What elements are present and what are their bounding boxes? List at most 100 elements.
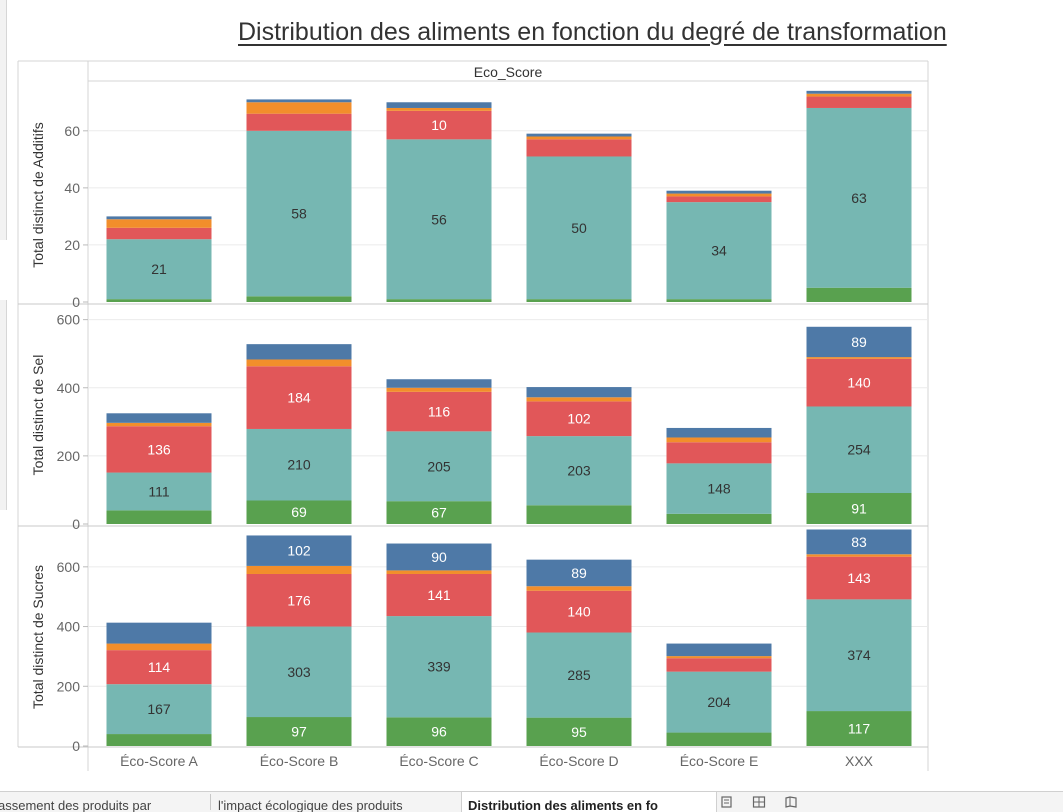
bar-segment-green bbox=[666, 513, 772, 524]
new-dashboard-icon[interactable] bbox=[752, 795, 766, 809]
data-label: 141 bbox=[427, 587, 451, 603]
bar-segment-orange bbox=[106, 643, 212, 651]
data-label: 254 bbox=[847, 442, 871, 458]
bar-segment-blue bbox=[526, 559, 632, 587]
y-tick-label: 0 bbox=[72, 516, 80, 532]
left-panel-edge-lower bbox=[0, 300, 7, 510]
sheet-tab-bar: assement des produits par l'impact écolo… bbox=[0, 791, 1063, 812]
bar-segment-teal bbox=[246, 626, 352, 718]
data-label: 111 bbox=[148, 483, 169, 499]
bar-segment-teal bbox=[386, 616, 492, 718]
bar-segment-teal bbox=[666, 202, 772, 300]
data-label: 56 bbox=[431, 211, 447, 227]
bar-segment-red bbox=[246, 366, 352, 429]
data-label: 339 bbox=[427, 659, 451, 675]
bar-segment-green bbox=[806, 711, 912, 746]
bar-segment-orange bbox=[806, 357, 912, 359]
bar-segment-teal bbox=[386, 431, 492, 502]
bar-segment-blue bbox=[806, 326, 912, 358]
data-label: 204 bbox=[707, 694, 731, 710]
bar-segment-red bbox=[806, 556, 912, 600]
new-story-icon[interactable] bbox=[784, 795, 798, 809]
bar-segment-orange bbox=[246, 359, 352, 367]
y-tick-label: 0 bbox=[72, 294, 80, 310]
bar-segment-blue bbox=[526, 133, 632, 137]
bar-segment-teal bbox=[106, 684, 212, 735]
bar-segment-green bbox=[386, 501, 492, 524]
bar-segment-red bbox=[526, 139, 632, 157]
bar-segment-red bbox=[386, 573, 492, 617]
bar-segment-teal bbox=[106, 239, 212, 300]
bar-segment-orange bbox=[246, 565, 352, 574]
bar-segment-red bbox=[386, 110, 492, 140]
data-label: 50 bbox=[571, 220, 587, 236]
bar-segment-red bbox=[666, 196, 772, 203]
data-label: 102 bbox=[567, 411, 591, 427]
bar-segment-green bbox=[526, 299, 632, 302]
bar-segment-green bbox=[666, 299, 772, 302]
new-sheet-icon[interactable] bbox=[720, 795, 734, 809]
bar-segment-green bbox=[526, 505, 632, 524]
data-label: 167 bbox=[147, 701, 171, 717]
bar-segment-red bbox=[106, 227, 212, 240]
tab-sheet-3[interactable]: Distribution des aliments en fo bbox=[461, 792, 717, 812]
bar-segment-orange bbox=[526, 136, 632, 140]
data-label: 184 bbox=[287, 390, 311, 406]
data-label: 114 bbox=[148, 659, 171, 675]
tab-sheet-2[interactable]: l'impact écologique des produits bbox=[216, 792, 456, 812]
tab-sheet-2-label: l'impact écologique des produits bbox=[218, 798, 403, 812]
x-tick-label: Éco-Score D bbox=[539, 753, 618, 769]
bar-segment-teal bbox=[666, 671, 772, 733]
bar-segment-red bbox=[526, 590, 632, 633]
data-label: 34 bbox=[711, 243, 727, 259]
data-label: 63 bbox=[851, 190, 867, 206]
data-label: 97 bbox=[291, 724, 307, 740]
bar-segment-green bbox=[806, 287, 912, 302]
bar-segment-red bbox=[806, 358, 912, 407]
data-label: 176 bbox=[287, 592, 311, 608]
bar-segment-orange bbox=[526, 586, 632, 591]
x-tick-label: Éco-Score E bbox=[680, 753, 759, 769]
y-tick-label: 600 bbox=[57, 559, 81, 575]
data-label: 83 bbox=[851, 534, 867, 550]
bar-segment-blue bbox=[666, 643, 772, 657]
data-label: 95 bbox=[571, 724, 587, 740]
data-label: 140 bbox=[567, 604, 591, 620]
tab-sheet-1[interactable]: assement des produits par bbox=[0, 792, 200, 812]
bar-segment-green bbox=[106, 734, 212, 746]
y-axis-label: Total distinct de Additifs bbox=[30, 122, 46, 268]
bar-segment-orange bbox=[386, 107, 492, 111]
bar-segment-blue bbox=[246, 344, 352, 360]
bar-segment-red bbox=[246, 573, 352, 627]
data-label: 303 bbox=[287, 664, 311, 680]
data-label: 89 bbox=[571, 565, 587, 581]
bar-segment-green bbox=[106, 510, 212, 524]
data-label: 374 bbox=[847, 647, 871, 663]
bar-segment-green bbox=[526, 717, 632, 746]
data-label: 96 bbox=[431, 724, 447, 740]
bar-segment-blue bbox=[386, 379, 492, 388]
bar-segment-blue bbox=[246, 99, 352, 103]
y-tick-label: 200 bbox=[57, 448, 81, 464]
bar-segment-teal bbox=[246, 428, 352, 501]
y-tick-label: 600 bbox=[57, 312, 81, 328]
bar-segment-orange bbox=[106, 219, 212, 228]
bar-segment-teal bbox=[246, 130, 352, 297]
data-label: 203 bbox=[567, 463, 591, 479]
bar-segment-orange bbox=[666, 193, 772, 197]
bar-segment-red bbox=[106, 426, 212, 473]
data-label: 67 bbox=[431, 505, 447, 521]
bar-segment-green bbox=[246, 296, 352, 302]
y-tick-label: 200 bbox=[57, 678, 81, 694]
data-label: 117 bbox=[848, 721, 871, 737]
data-label: 102 bbox=[287, 543, 311, 559]
x-tick-label: Éco-Score A bbox=[120, 753, 198, 769]
bar-segment-green bbox=[246, 717, 352, 746]
bar-segment-green bbox=[666, 732, 772, 746]
bar-segment-blue bbox=[386, 543, 492, 571]
bar-segment-green bbox=[386, 717, 492, 746]
data-label: 89 bbox=[851, 334, 867, 350]
bar-segment-red bbox=[386, 391, 492, 432]
bar-segment-blue bbox=[386, 102, 492, 108]
